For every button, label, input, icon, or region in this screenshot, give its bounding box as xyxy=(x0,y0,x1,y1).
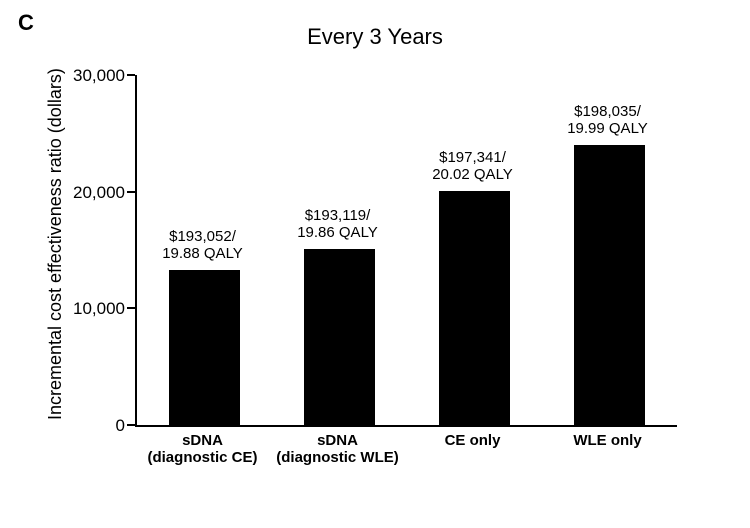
bar xyxy=(169,270,239,425)
bar-value-label: $197,341/20.02 QALY xyxy=(402,149,543,184)
chart-title: Every 3 Years xyxy=(0,24,750,50)
y-tick-mark xyxy=(127,74,135,76)
y-tick-mark xyxy=(127,307,135,309)
y-tick-label-0: 0 xyxy=(60,416,125,436)
y-tick-label-2: 20,000 xyxy=(60,183,125,203)
x-tick-label: sDNA(diagnostic CE) xyxy=(130,433,275,466)
bar-value-label: $198,035/19.99 QALY xyxy=(537,103,678,138)
bar xyxy=(304,249,374,425)
figure-panel: C Every 3 Years Incremental cost effecti… xyxy=(0,0,750,528)
x-tick-label: sDNA(diagnostic WLE) xyxy=(265,433,410,466)
y-axis-title: Incremental cost effectiveness ratio (do… xyxy=(45,68,66,420)
bar-value-label: $193,119/19.86 QALY xyxy=(267,207,408,242)
y-tick-label-1: 10,000 xyxy=(60,299,125,319)
y-tick-mark xyxy=(127,424,135,426)
x-tick-label: CE only xyxy=(400,433,545,450)
x-tick-label: WLE only xyxy=(535,433,680,450)
bar xyxy=(439,191,509,426)
y-tick-label-3: 30,000 xyxy=(60,66,125,86)
bar-value-label: $193,052/19.88 QALY xyxy=(132,228,273,263)
bar xyxy=(574,145,644,425)
y-tick-mark xyxy=(127,191,135,193)
